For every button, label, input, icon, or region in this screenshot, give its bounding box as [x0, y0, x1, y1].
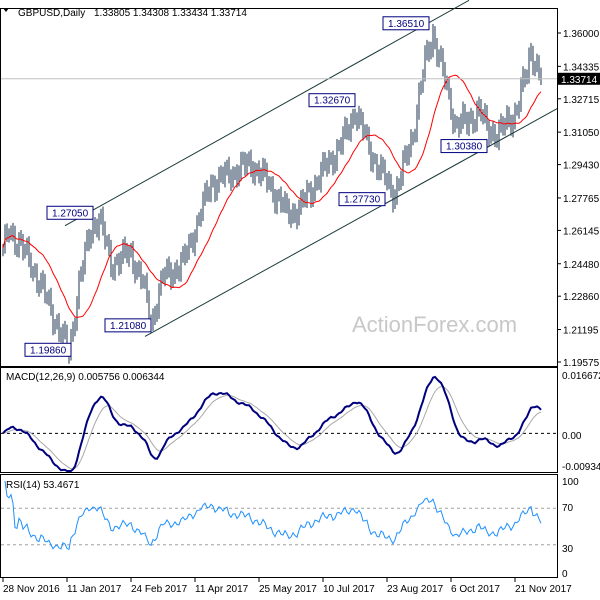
time-tick-label: 24 Feb 2017 [131, 584, 188, 595]
rsi-tick-0: 0 [562, 569, 568, 580]
price-tick-label: 1.31050 [563, 128, 600, 139]
price-bars: 1.36510 1.32670 1.30380 1.27730 1.27050 1.210… [1, 0, 558, 364]
time-tick-label: 10 Jul 2017 [323, 584, 375, 595]
price-tick-label: 1.36000 [563, 29, 600, 40]
moving-average-line [2, 74, 542, 319]
price-label: 1.30380 [446, 142, 483, 153]
price-label: 1.32670 [314, 96, 351, 107]
dropdown-triangle-icon[interactable] [3, 8, 9, 12]
price-tick-label: 1.21195 [563, 326, 599, 337]
price-label-box [46, 205, 94, 220]
price-label: 1.36510 [388, 19, 425, 30]
price-label-box [440, 139, 488, 154]
price-tick-label: 1.29430 [563, 161, 600, 172]
indicators [1, 375, 557, 551]
macd-tick-zero: 0.00 [562, 431, 582, 442]
lower-channel-line [144, 108, 558, 337]
time-tick-label: 11 Apr 2017 [195, 584, 249, 595]
time-tick-label: 11 Jan 2017 [67, 584, 122, 595]
time-tick-label: 6 Oct 2017 [451, 584, 500, 595]
axes: 1.36000 1.34335 1.32715 1.31050 1.29430 1.277… [2, 29, 600, 595]
rsi-pane-frame [0, 474, 558, 578]
macd-line [2, 375, 542, 472]
price-label-box [24, 342, 72, 357]
price-label-box [338, 192, 386, 207]
rsi-tick-100: 100 [562, 477, 579, 488]
price-tick-label: 1.34335 [563, 62, 600, 73]
price-label-box [308, 93, 356, 108]
time-tick-label: 21 Nov 2017 [515, 584, 572, 595]
macd-pane-frame [0, 367, 558, 473]
rsi-title: RSI(14) 53.4671 [6, 480, 80, 491]
time-tick-label: 23 Aug 2017 [387, 584, 444, 595]
price-tick-label: 1.32715 [563, 95, 600, 106]
price-tick-label: 1.26145 [563, 226, 600, 237]
price-label: 1.27050 [52, 208, 89, 219]
upper-channel-line [64, 0, 470, 227]
chart-ohlc: 1.33805 1.34308 1.33434 1.33714 [94, 8, 247, 19]
chart-title: GBPUSD,Daily [18, 8, 85, 19]
price-tick-label: 1.24480 [563, 260, 600, 271]
time-tick-label: 25 May 2017 [259, 584, 317, 595]
price-label-box [382, 16, 430, 31]
price-label: 1.19860 [30, 345, 67, 356]
time-tick-label: 28 Nov 2016 [3, 584, 60, 595]
price-label-box [104, 318, 152, 333]
main-pane-frame [0, 8, 558, 367]
price-label: 1.27730 [344, 195, 381, 206]
price-label: 1.21080 [110, 321, 147, 332]
price-tick-label: 1.19575 [563, 358, 600, 369]
price-tick-label: 1.27765 [563, 194, 600, 205]
rsi-tick-30: 30 [562, 544, 574, 555]
watermark: ActionForex.com [352, 312, 517, 337]
price-tick-label: 1.22860 [563, 292, 600, 303]
rsi-tick-70: 70 [562, 503, 574, 514]
macd-tick-max: 0.016672 [562, 371, 600, 382]
macd-tick-min: -0.009345 [562, 462, 600, 473]
macd-title: MACD(12,26,9) 0.005756 0.006344 [6, 372, 165, 383]
rsi-line [4, 480, 542, 551]
current-price-label: 1.33714 [561, 75, 598, 86]
macd-signal-line [2, 386, 542, 470]
current-price-box [558, 72, 600, 85]
